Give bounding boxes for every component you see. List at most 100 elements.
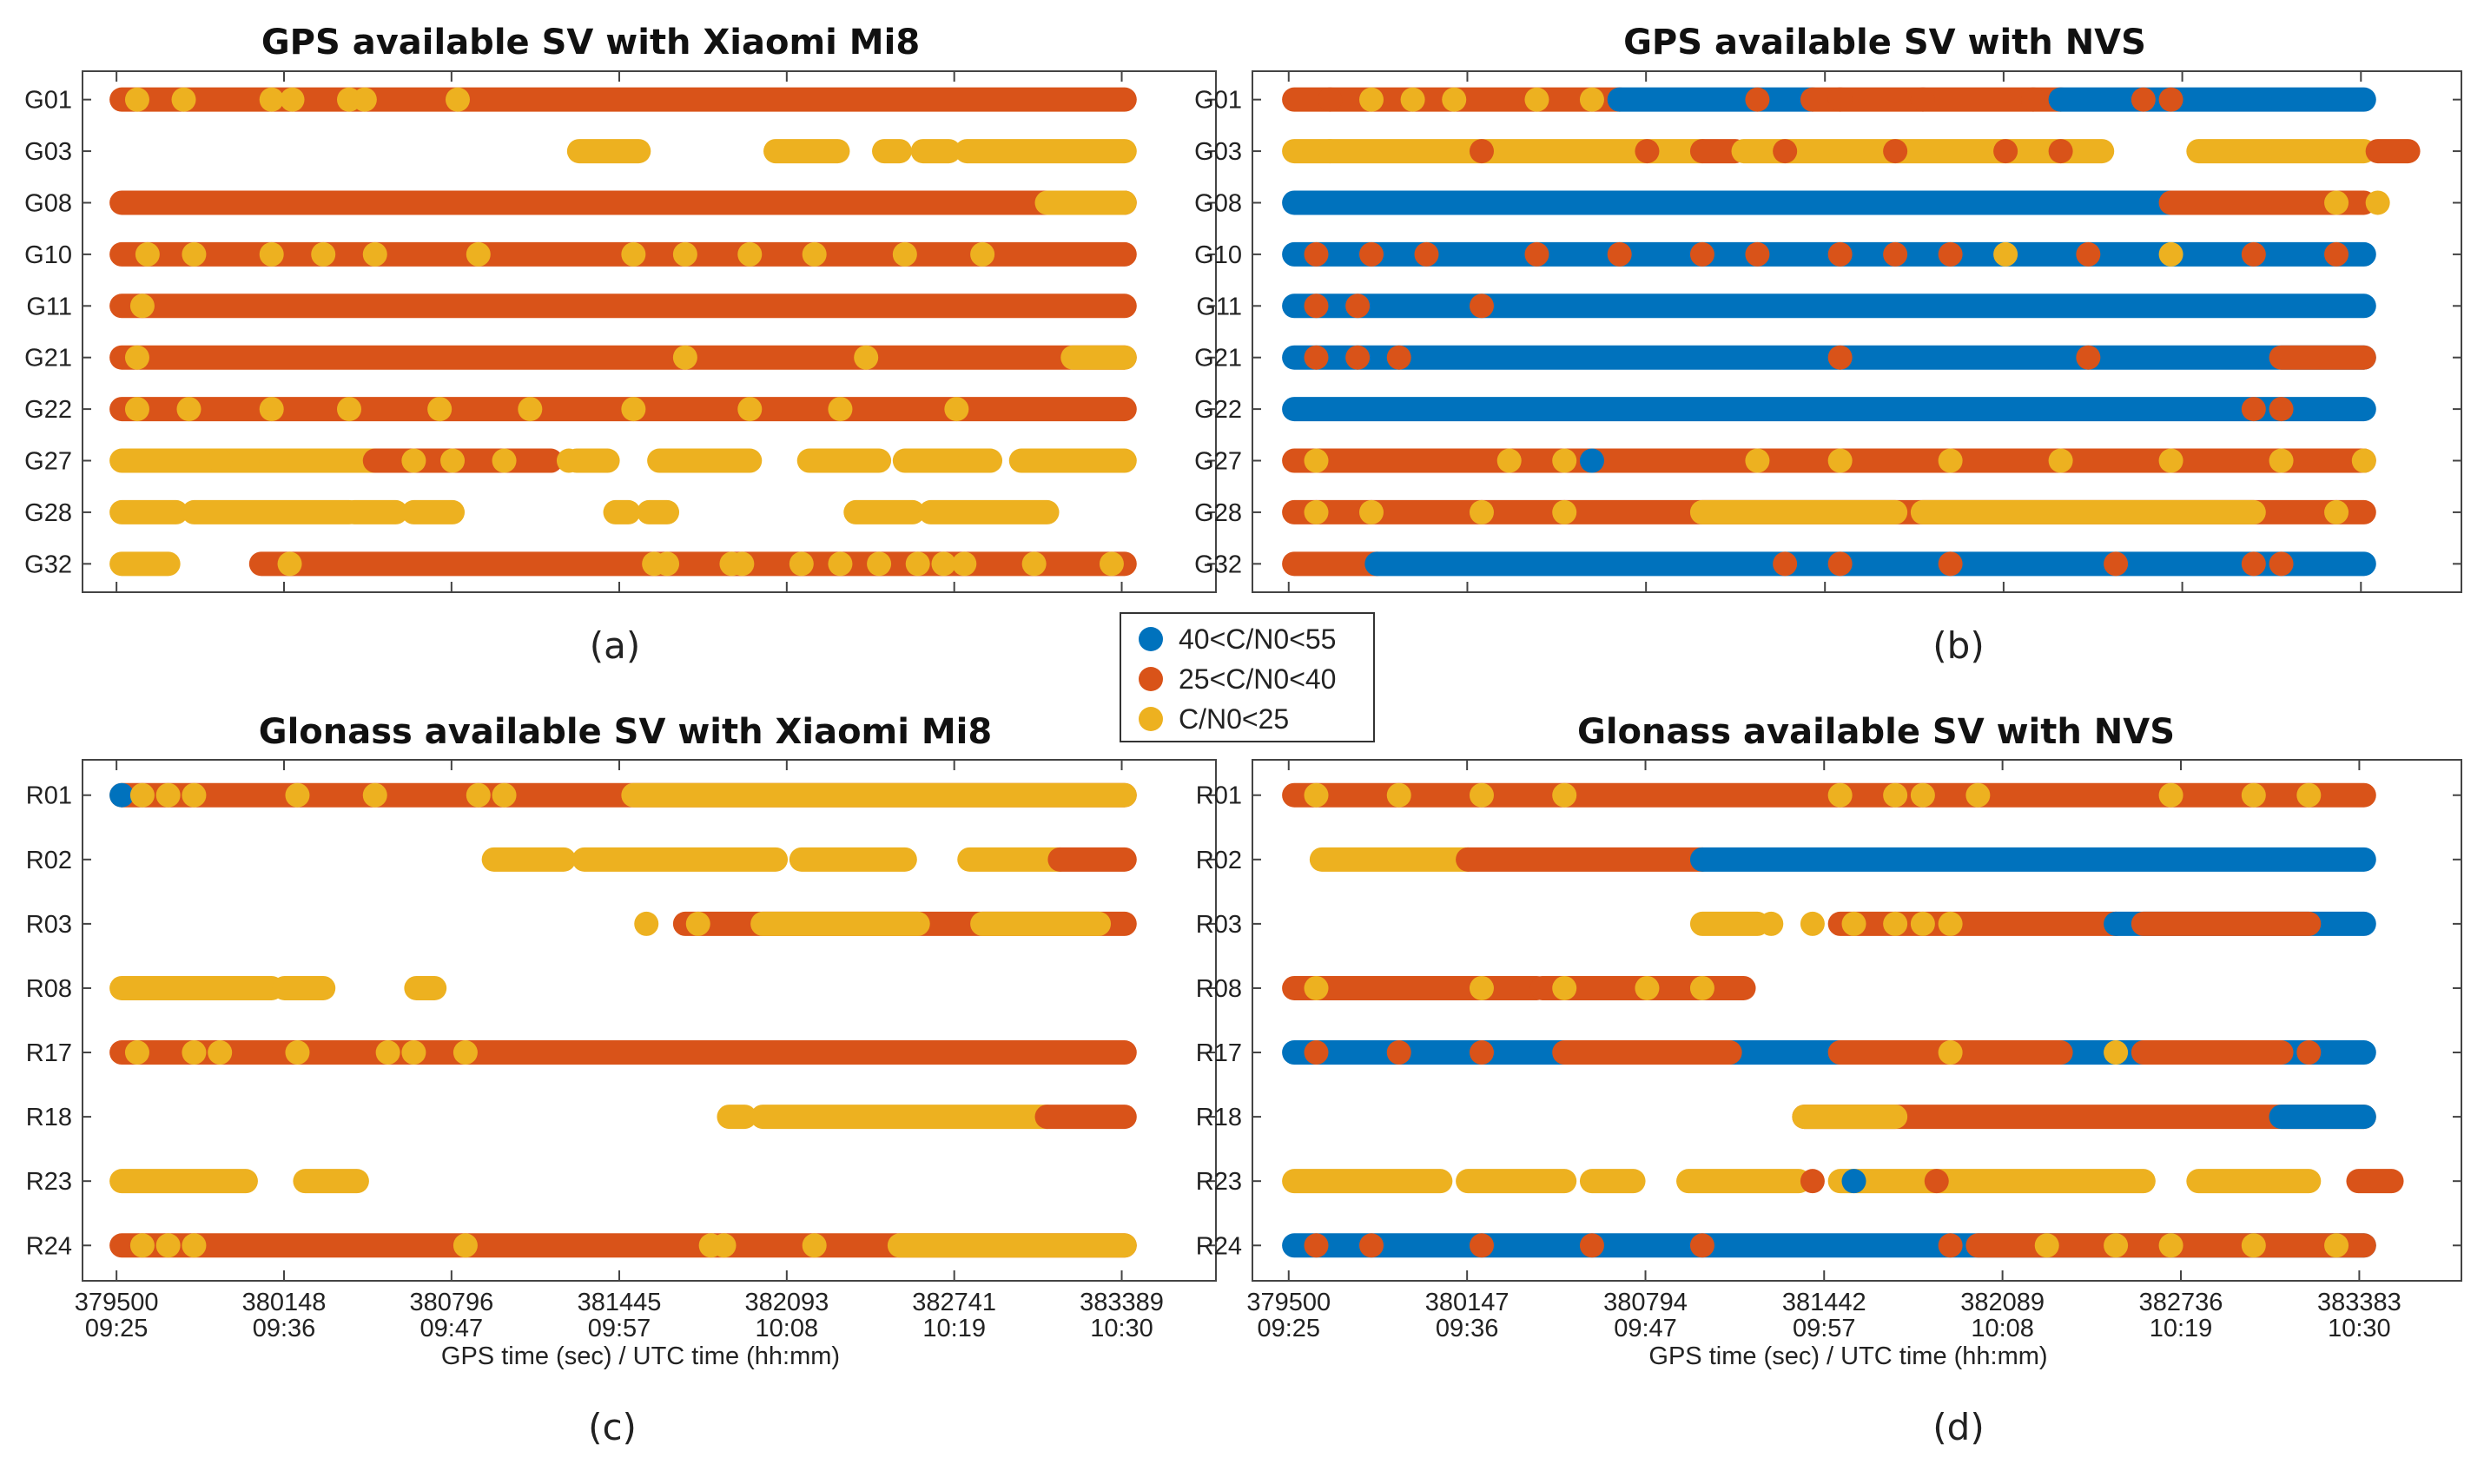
observation-point-a-G22-8 bbox=[828, 397, 853, 422]
observation-point-a-G22-0 bbox=[124, 397, 149, 422]
observation-point-c-R17-0 bbox=[124, 1040, 149, 1065]
observation-point-a-G22-9 bbox=[944, 397, 969, 422]
observation-point-b-G32-3 bbox=[2104, 551, 2129, 577]
x-tick-sublabel-d-2: 09:47 bbox=[1614, 1315, 1677, 1342]
x-axis-label-d: GPS time (sec) / UTC time (hh:mm) bbox=[1648, 1342, 2047, 1370]
observation-point-c-R24-5 bbox=[711, 1233, 737, 1258]
y-tick-label-b-G28: G28 bbox=[1194, 499, 1242, 527]
observation-point-b-G32-2 bbox=[1938, 551, 1963, 577]
y-tick-label-d-R17: R17 bbox=[1196, 1039, 1242, 1067]
observation-point-b-G21-2 bbox=[1386, 345, 1411, 370]
observation-point-d-R03-2 bbox=[1841, 911, 1866, 936]
observation-point-b-G10-14 bbox=[2324, 241, 2349, 267]
x-tick-sublabel-c-5: 10:19 bbox=[922, 1315, 986, 1342]
observation-point-b-G10-12 bbox=[2158, 241, 2183, 267]
observation-point-b-G27-4 bbox=[1745, 448, 1770, 473]
observation-point-a-G10-3 bbox=[311, 241, 336, 267]
observation-point-a-G32-10 bbox=[952, 551, 977, 577]
x-tick-sublabel-c-4: 10:08 bbox=[756, 1315, 819, 1342]
y-tick-label-a-G27: G27 bbox=[24, 448, 72, 476]
x-tick-label-d-5: 382736 bbox=[2139, 1289, 2223, 1316]
chart-title-a: GPS available SV with Xiaomi Mi8 bbox=[261, 23, 920, 63]
observation-point-c-R17-6 bbox=[453, 1040, 478, 1065]
observation-point-b-G27-10 bbox=[2351, 448, 2376, 473]
observation-point-d-R03-1 bbox=[1800, 911, 1825, 936]
x-tick-label-c-5: 382741 bbox=[912, 1289, 996, 1316]
observation-point-d-R24-5 bbox=[1938, 1233, 1963, 1258]
observation-point-b-G21-0 bbox=[1304, 345, 1329, 370]
observation-point-c-R01-2 bbox=[155, 782, 181, 808]
x-tick-label-c-0: 379500 bbox=[75, 1289, 159, 1316]
observation-point-d-R08-3 bbox=[1635, 975, 1660, 1000]
observation-point-c-R24-6 bbox=[802, 1233, 827, 1258]
x-tick-sublabel-c-0: 09:25 bbox=[85, 1315, 149, 1342]
y-tick-label-c-R24: R24 bbox=[26, 1232, 72, 1260]
observation-point-d-R08-2 bbox=[1552, 975, 1577, 1000]
observation-point-a-G10-5 bbox=[466, 241, 491, 267]
y-tick-label-b-G21: G21 bbox=[1194, 345, 1242, 373]
y-tick-label-a-G28: G28 bbox=[24, 499, 72, 527]
y-tick-label-a-G08: G08 bbox=[24, 189, 72, 217]
observation-point-b-G32-5 bbox=[2269, 551, 2294, 577]
panel-label-c: (c) bbox=[588, 1406, 637, 1448]
observation-point-b-G03-2 bbox=[1635, 139, 1660, 164]
observation-point-d-R24-10 bbox=[2324, 1233, 2349, 1258]
observation-point-d-R01-3 bbox=[1552, 782, 1577, 808]
y-tick-label-a-G03: G03 bbox=[24, 138, 72, 166]
observation-point-b-G27-7 bbox=[2048, 448, 2073, 473]
observation-point-b-G08-0 bbox=[2324, 190, 2349, 215]
y-tick-label-c-R17: R17 bbox=[26, 1039, 72, 1067]
observation-point-a-G10-7 bbox=[672, 241, 697, 267]
x-tick-label-c-3: 381445 bbox=[578, 1289, 662, 1316]
observation-point-b-G27-5 bbox=[1827, 448, 1853, 473]
observation-point-d-R24-7 bbox=[2104, 1233, 2129, 1258]
x-tick-label-c-6: 383389 bbox=[1080, 1289, 1164, 1316]
observation-point-d-R24-1 bbox=[1358, 1233, 1384, 1258]
observation-point-b-G22-0 bbox=[2241, 397, 2266, 422]
observation-point-b-G32-0 bbox=[1773, 551, 1798, 577]
observation-point-d-R24-8 bbox=[2158, 1233, 2183, 1258]
x-tick-sublabel-d-3: 09:57 bbox=[1793, 1315, 1856, 1342]
observation-point-a-G01-5 bbox=[352, 87, 377, 112]
observation-point-c-R24-3 bbox=[453, 1233, 478, 1258]
observation-point-a-G21-0 bbox=[124, 345, 149, 370]
observation-point-b-G27-9 bbox=[2269, 448, 2294, 473]
observation-point-b-G27-3 bbox=[1579, 448, 1604, 473]
observation-point-c-R01-1 bbox=[129, 782, 155, 808]
observation-point-b-G27-2 bbox=[1552, 448, 1577, 473]
observation-point-b-G01-3 bbox=[1442, 87, 1467, 112]
y-tick-label-d-R08: R08 bbox=[1196, 975, 1242, 1003]
x-tick-label-d-2: 380794 bbox=[1603, 1289, 1688, 1316]
observation-point-b-G27-8 bbox=[2158, 448, 2183, 473]
observation-point-a-G27-2 bbox=[259, 448, 284, 473]
y-tick-label-d-R23: R23 bbox=[1196, 1168, 1242, 1196]
observation-point-a-G10-8 bbox=[737, 241, 763, 267]
observation-point-d-R24-3 bbox=[1579, 1233, 1604, 1258]
observation-point-d-R17-5 bbox=[2296, 1040, 2322, 1065]
observation-point-a-G32-2 bbox=[655, 551, 680, 577]
x-tick-sublabel-c-3: 09:57 bbox=[588, 1315, 651, 1342]
observation-point-a-G01-2 bbox=[259, 87, 284, 112]
y-tick-label-b-G27: G27 bbox=[1194, 448, 1242, 476]
observation-point-a-G27-0 bbox=[135, 448, 160, 473]
observation-point-a-G32-6 bbox=[828, 551, 853, 577]
observation-point-a-G32-4 bbox=[730, 551, 755, 577]
y-tick-label-b-G11: G11 bbox=[1196, 293, 1242, 320]
y-tick-label-c-R01: R01 bbox=[26, 782, 72, 810]
observation-point-b-G28-3 bbox=[1552, 499, 1577, 524]
y-tick-label-d-R18: R18 bbox=[1196, 1104, 1242, 1131]
observation-point-d-R03-5 bbox=[1938, 911, 1963, 936]
observation-point-b-G01-7 bbox=[1827, 87, 1853, 112]
observation-point-b-G10-9 bbox=[1938, 241, 1963, 267]
y-tick-label-b-G01: G01 bbox=[1194, 87, 1242, 115]
panel-c: Glonass available SV with Xiaomi Mi8 R01 R… bbox=[26, 712, 1217, 1448]
y-tick-label-a-G21: G21 bbox=[24, 345, 72, 373]
observation-point-c-R17-4 bbox=[375, 1040, 400, 1065]
y-tick-label-c-R02: R02 bbox=[26, 847, 72, 874]
y-tick-label-a-G01: G01 bbox=[24, 87, 72, 115]
observation-point-a-G01-0 bbox=[124, 87, 149, 112]
observation-point-a-G27-6 bbox=[556, 448, 581, 473]
observation-point-a-G32-8 bbox=[905, 551, 930, 577]
x-tick-label-d-1: 380147 bbox=[1425, 1289, 1510, 1316]
observation-point-b-G10-8 bbox=[1883, 241, 1908, 267]
